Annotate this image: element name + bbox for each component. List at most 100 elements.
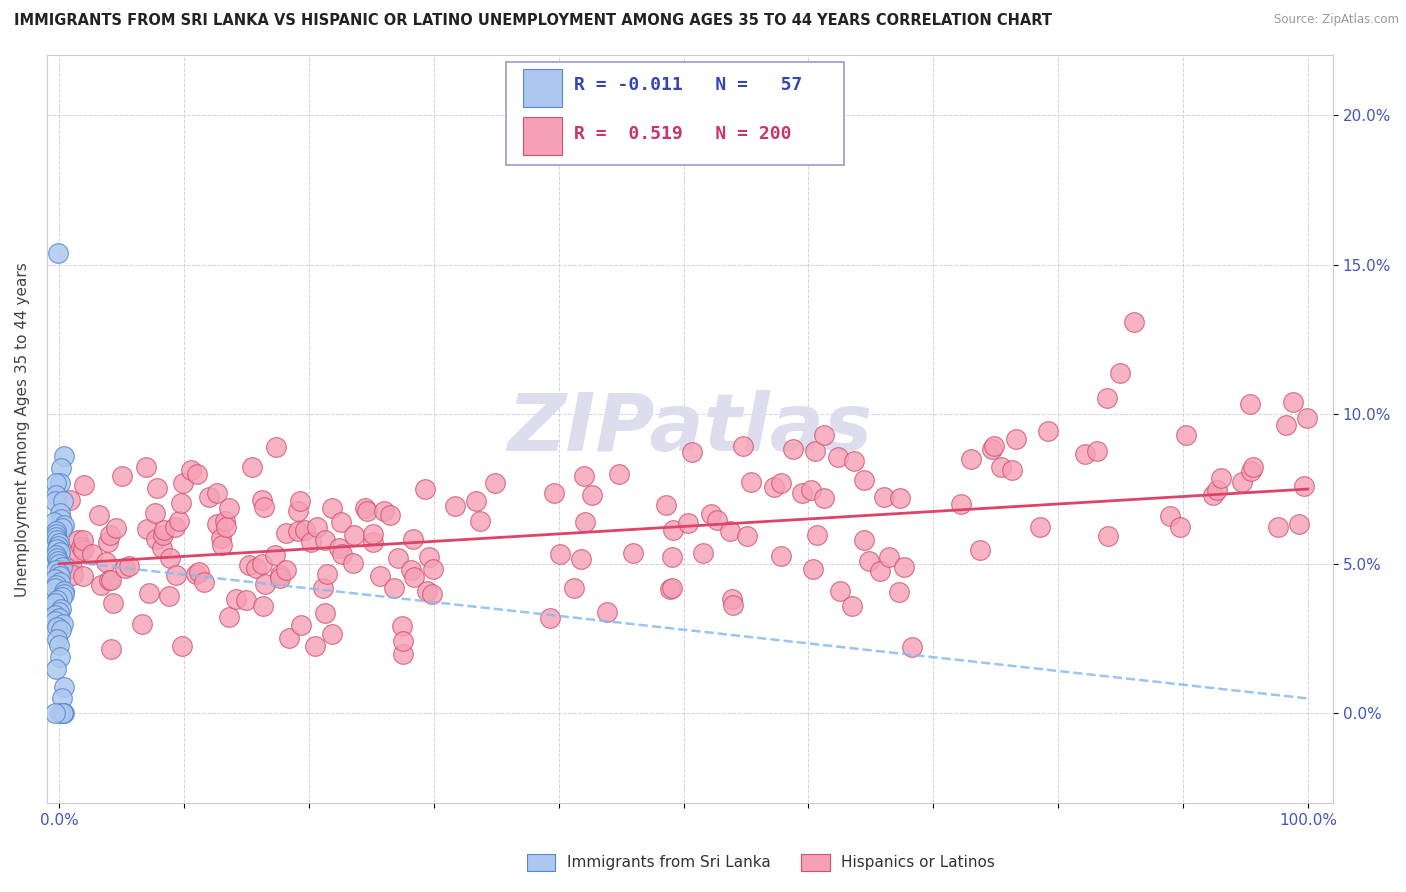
Point — [193, 574, 215, 589]
Point — [245, 560, 267, 574]
Point — [804, 444, 827, 458]
Point — [382, 582, 405, 596]
Point — [135, 459, 157, 474]
Point — [49, 476, 72, 491]
Point — [66, 544, 89, 558]
Point — [48, 605, 70, 619]
Point — [48, 649, 70, 664]
Text: Hispanics or Latinos: Hispanics or Latinos — [841, 855, 994, 870]
Point — [111, 469, 134, 483]
Point — [361, 534, 384, 549]
Point — [959, 452, 981, 467]
Point — [97, 535, 120, 549]
Point — [1038, 425, 1060, 439]
Point — [90, 577, 112, 591]
Point — [782, 442, 804, 456]
Point — [215, 520, 238, 534]
Point — [52, 583, 75, 598]
Point — [1074, 447, 1097, 461]
Point — [790, 485, 813, 500]
Point — [1029, 520, 1052, 534]
Point — [329, 515, 352, 529]
Point — [378, 508, 401, 522]
Point — [392, 633, 415, 648]
Point — [45, 548, 67, 562]
Point — [980, 442, 1002, 457]
Point — [893, 560, 915, 574]
Point — [806, 527, 828, 541]
Point — [1175, 428, 1198, 442]
Point — [422, 562, 444, 576]
Point — [1122, 315, 1144, 329]
Point — [44, 515, 66, 529]
Point — [52, 706, 75, 721]
Point — [46, 550, 69, 565]
Point — [342, 557, 364, 571]
Point — [391, 619, 413, 633]
Point — [46, 533, 69, 547]
Point — [45, 527, 67, 541]
Point — [253, 577, 276, 591]
Point — [44, 494, 66, 508]
Point — [853, 473, 876, 487]
Point — [1282, 395, 1305, 409]
Point — [418, 550, 440, 565]
Point — [901, 640, 924, 655]
Point — [45, 563, 67, 577]
Point — [468, 514, 491, 528]
Point — [402, 570, 425, 584]
Point — [287, 524, 309, 538]
Point — [58, 493, 80, 508]
Point — [52, 517, 75, 532]
Point — [60, 560, 83, 574]
Point — [44, 581, 66, 595]
Point — [48, 566, 70, 580]
Point — [72, 568, 94, 582]
Point — [661, 523, 683, 537]
Point — [48, 638, 70, 652]
Point — [1005, 432, 1028, 446]
Text: Source: ZipAtlas.com: Source: ZipAtlas.com — [1274, 13, 1399, 27]
Point — [1239, 464, 1261, 478]
Point — [118, 558, 141, 573]
Point — [264, 549, 287, 563]
Point — [692, 546, 714, 560]
Point — [415, 583, 437, 598]
Point — [45, 488, 67, 502]
Point — [46, 592, 69, 607]
Point — [330, 547, 353, 561]
Point — [370, 569, 392, 583]
Point — [51, 691, 73, 706]
Point — [420, 587, 443, 601]
Point — [170, 496, 193, 510]
Point — [52, 449, 75, 463]
Point — [1097, 529, 1119, 543]
Point — [159, 550, 181, 565]
Point — [46, 541, 69, 556]
Point — [69, 540, 91, 554]
Point — [581, 488, 603, 502]
Text: ZIPatlas: ZIPatlas — [508, 390, 872, 468]
Point — [1274, 418, 1296, 433]
Point — [769, 549, 792, 563]
Point — [49, 601, 72, 615]
Point — [1292, 479, 1315, 493]
Point — [45, 662, 67, 676]
Point — [51, 590, 73, 604]
Point — [72, 533, 94, 548]
Point — [290, 618, 312, 632]
Point — [52, 680, 75, 694]
Point — [1230, 475, 1253, 489]
Text: R = -0.011   N =   57: R = -0.011 N = 57 — [574, 76, 801, 94]
Point — [218, 501, 240, 516]
Point — [827, 450, 849, 464]
Point — [269, 568, 291, 582]
Point — [80, 548, 103, 562]
Point — [250, 558, 273, 572]
Point — [73, 478, 96, 492]
Point — [48, 539, 70, 553]
Point — [49, 506, 72, 520]
Point — [266, 441, 288, 455]
Point — [1168, 519, 1191, 533]
Point — [1202, 488, 1225, 502]
